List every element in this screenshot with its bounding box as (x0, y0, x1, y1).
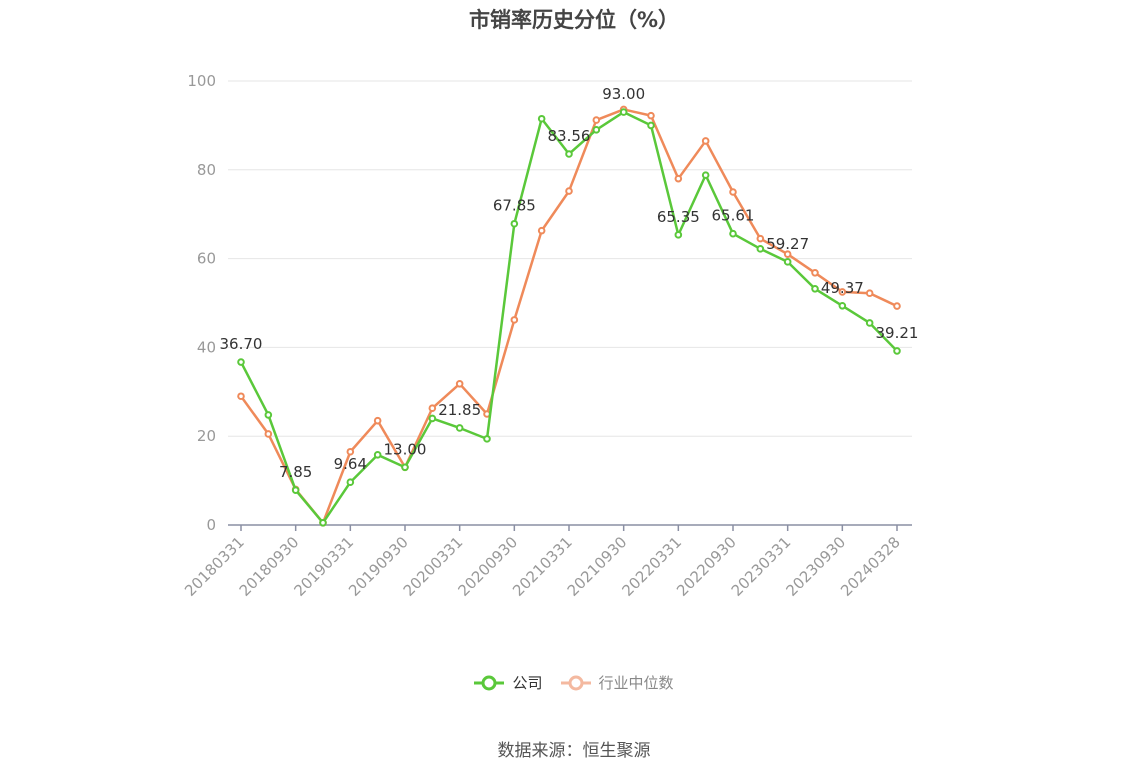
company-data-label: 65.61 (712, 207, 755, 225)
company-data-label: 7.85 (279, 463, 312, 481)
y-tick-label: 0 (206, 516, 216, 534)
company-data-point (674, 231, 683, 239)
company-data-point (592, 126, 601, 134)
company-data-point (565, 150, 573, 158)
y-tick-label: 20 (197, 427, 216, 445)
y-tick-label: 100 (187, 72, 216, 90)
legend-industry-label: 行业中位数 (598, 674, 674, 692)
company-data-label: 59.27 (766, 235, 809, 253)
industry-data-point (701, 137, 710, 145)
y-tick-label: 80 (197, 161, 216, 179)
company-data-point (373, 451, 382, 459)
industry-data-point (893, 302, 901, 310)
company-data-label: 21.85 (438, 401, 481, 419)
company-data-label: 65.35 (657, 208, 700, 226)
company-data-point (510, 219, 519, 228)
industry-data-point (428, 404, 437, 413)
company-data-point (729, 229, 737, 238)
company-data-label: 49.37 (821, 279, 864, 297)
industry-data-point (674, 174, 683, 183)
company-data-point (701, 171, 710, 179)
company-data-label: 9.64 (334, 455, 367, 473)
industry-data-point (510, 316, 519, 324)
industry-data-point (537, 226, 546, 235)
industry-data-point (455, 380, 464, 388)
data-labels: 36.70 7.85 9.64 13.00 21.85 67.85 83.56 93.00 65… (220, 85, 919, 481)
industry-data-point (729, 188, 737, 196)
company-data-label: 13.00 (384, 440, 427, 458)
company-data-point (893, 347, 901, 355)
industry-data-point (565, 187, 573, 195)
company-data-point (291, 486, 300, 494)
company-data-point (483, 435, 491, 443)
company-data-point (455, 424, 464, 432)
company-data-point (811, 284, 819, 293)
company-data-point (346, 478, 355, 486)
company-data-label: 67.85 (493, 197, 536, 215)
industry-data-point (783, 250, 792, 258)
legend-company-label: 公司 (512, 674, 543, 692)
series-lines (237, 105, 901, 527)
company-data-point (537, 114, 546, 123)
chart-title: 市销率历史分位（%） (468, 8, 680, 32)
company-data-point (428, 414, 437, 423)
company-data-label: 39.21 (876, 324, 919, 342)
company-data-point (237, 358, 245, 366)
company-data-point (619, 108, 628, 116)
industry-data-point (811, 269, 819, 277)
grid-lines (228, 80, 912, 437)
x-tick-label: 20240328 (837, 533, 904, 600)
company-data-point (647, 121, 655, 130)
industry-data-point (373, 416, 382, 425)
company-data-point (838, 301, 847, 310)
company-data-point (401, 463, 409, 472)
legend-item-company[interactable]: 公司 (474, 672, 543, 693)
legend: 公司 行业中位数 (0, 672, 1148, 693)
legend-item-industry[interactable]: 行业中位数 (560, 672, 674, 693)
y-tick-label: 60 (197, 250, 216, 268)
axes: 0204060801002018033120180930201903312019… (181, 72, 912, 600)
industry-data-point (838, 288, 847, 296)
legend-industry-marker-icon (560, 675, 591, 690)
industry-data-point (264, 430, 273, 438)
company-data-label: 83.56 (548, 127, 591, 145)
y-tick-label: 40 (197, 338, 216, 356)
company-data-point (319, 518, 327, 527)
industry-data-point (346, 447, 355, 456)
legend-company-marker-icon (474, 675, 505, 690)
industry-data-point (865, 289, 874, 298)
company-data-point (264, 411, 273, 419)
industry-data-point (647, 111, 655, 120)
industry-data-point (237, 392, 245, 401)
company-data-label: 36.70 (220, 335, 263, 353)
company-data-point (865, 319, 874, 327)
company-data-point (783, 258, 792, 266)
data-source: 数据来源：恒生聚源 (497, 741, 651, 761)
company-data-label: 93.00 (602, 85, 645, 103)
industry-data-point (756, 234, 765, 243)
industry-data-point (592, 116, 601, 124)
company-data-point (756, 245, 765, 253)
